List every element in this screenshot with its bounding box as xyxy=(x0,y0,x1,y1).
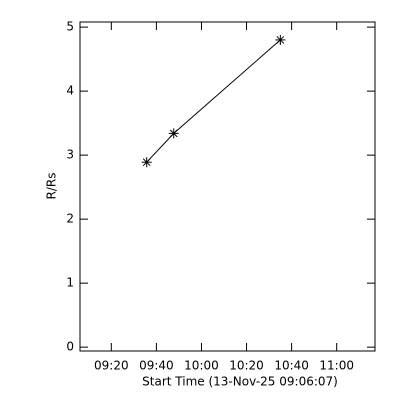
marker-stroke xyxy=(276,36,285,44)
y-tick-label: 0 xyxy=(66,340,74,354)
plot-frame xyxy=(79,21,376,352)
data-point xyxy=(141,157,152,168)
y-axis-label: R/Rs xyxy=(45,173,59,200)
x-axis-label: Start Time (13-Nov-25 09:06:07) xyxy=(142,375,338,389)
marker-stroke xyxy=(142,158,151,167)
y-tick-label: 5 xyxy=(66,20,74,34)
x-tick-label: 10:20 xyxy=(229,359,264,373)
x-tick-label: 09:40 xyxy=(139,359,174,373)
data-point xyxy=(275,34,286,45)
x-tick-label: 09:20 xyxy=(94,359,129,373)
y-tick-label: 3 xyxy=(66,148,74,162)
data-line xyxy=(146,39,281,163)
data-point xyxy=(168,128,179,139)
x-tick-label: 10:40 xyxy=(274,359,309,373)
y-tick-label: 4 xyxy=(66,84,74,98)
marker-stroke xyxy=(169,129,178,138)
x-tick-label: 10:00 xyxy=(184,359,219,373)
y-tick-label: 2 xyxy=(66,212,74,226)
x-tick-label: 11:00 xyxy=(319,359,354,373)
y-tick-label: 1 xyxy=(66,276,74,290)
